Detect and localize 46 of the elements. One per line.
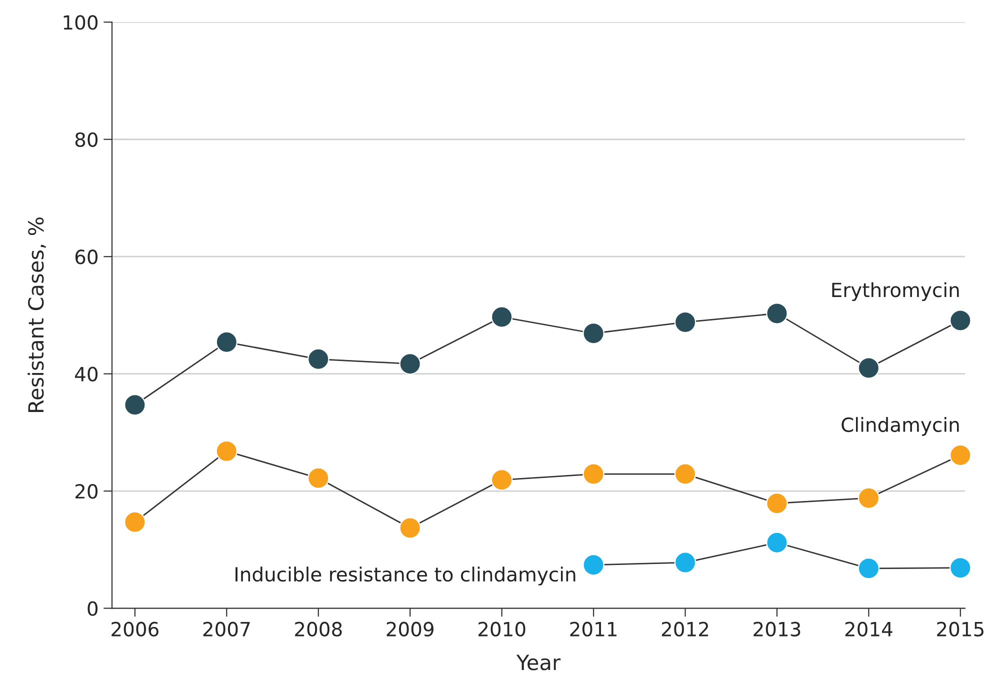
x-axis-title: Year	[516, 654, 561, 670]
point	[674, 311, 696, 334]
x-tick-label: 2012	[662, 622, 708, 637]
point	[216, 440, 238, 462]
point	[858, 357, 880, 379]
point	[308, 348, 330, 370]
x-tick-label: 2013	[754, 622, 800, 637]
point	[582, 554, 604, 576]
x-tick-label: 2015	[937, 622, 984, 637]
series-label: Inducible resistance to clindamycin	[236, 566, 576, 586]
point	[766, 302, 788, 324]
point	[399, 353, 421, 375]
x-tick-label: 2014	[845, 622, 892, 637]
x-tick-label: 2008	[295, 622, 342, 637]
point	[490, 469, 513, 491]
point	[858, 487, 880, 509]
x-tick-label: 2011	[570, 622, 616, 637]
y-axis-title: Resistant Cases, %	[28, 218, 46, 412]
y-tick-label: 40	[75, 366, 98, 382]
point	[950, 556, 972, 579]
x-tick-label: 2009	[386, 622, 434, 637]
y-tick-label: 0	[88, 601, 98, 616]
point	[582, 463, 604, 485]
point	[674, 552, 696, 574]
series-label: Clindamycin	[842, 417, 959, 436]
y-tick-label: 60	[75, 250, 98, 264]
point	[216, 331, 238, 354]
y-tick-label: 20	[75, 484, 98, 499]
point	[950, 310, 972, 332]
series-label: Erythromycin	[832, 282, 959, 302]
x-tick-label: 2010	[478, 622, 526, 637]
point	[124, 511, 146, 533]
point	[674, 463, 696, 485]
point	[858, 558, 880, 580]
point	[399, 517, 421, 539]
point	[582, 322, 604, 344]
x-tick-label: 2007	[203, 622, 250, 637]
y-tick-label: 100	[64, 15, 98, 30]
point	[766, 532, 788, 554]
point	[124, 394, 146, 416]
x-tick-label: 2006	[112, 622, 158, 637]
point	[766, 492, 788, 514]
point	[490, 306, 513, 328]
y-tick-label: 80	[75, 132, 98, 148]
point	[308, 467, 330, 490]
point	[950, 444, 972, 466]
